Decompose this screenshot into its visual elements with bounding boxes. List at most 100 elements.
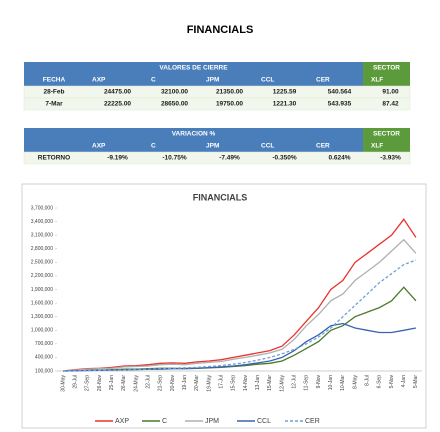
x-tick-label: 17-Jul <box>219 375 225 389</box>
legend-label: JPM <box>205 418 219 425</box>
x-tick-label: 19-May <box>206 375 212 392</box>
chart-title: FINANCIALS <box>193 192 248 202</box>
column-header: CER <box>316 143 330 150</box>
x-tick-label: 15-Sep <box>231 375 237 391</box>
cell: 21350.00 <box>216 89 243 96</box>
sector-label: SECTOR <box>373 65 400 72</box>
y-tick-label: 2,200,000 <box>31 273 53 279</box>
cell: 7-Mar <box>45 101 63 108</box>
x-tick-label: 26-Nov <box>97 375 103 392</box>
sector-band <box>363 128 410 140</box>
column-header: JPM <box>206 143 219 150</box>
x-tick-label: 8-Jul <box>365 375 371 386</box>
x-tick-label: 5-Mar <box>413 375 419 388</box>
cell: 32100.00 <box>161 89 188 96</box>
x-tick-label: 26-Mar <box>121 375 127 391</box>
cell: -3.93% <box>380 155 401 162</box>
column-header: XLF <box>371 143 383 150</box>
x-tick-label: 20-Nov <box>170 375 176 392</box>
column-band <box>24 140 363 152</box>
header-band <box>24 62 363 74</box>
cell: RETORNO <box>38 155 70 162</box>
table-title: VARIACION % <box>172 131 216 138</box>
x-tick-label: 10-Mar <box>340 375 346 391</box>
row-band <box>23 97 411 111</box>
x-tick-label: 8-May <box>352 375 358 389</box>
x-tick-label: 22-Jul <box>146 375 152 389</box>
row-band <box>23 151 411 165</box>
column-header: FECHA <box>43 77 66 84</box>
x-tick-label: 5-Nov <box>389 375 395 389</box>
cell: -10.75% <box>162 155 186 162</box>
legend-label: AXP <box>115 418 129 425</box>
column-header: AXP <box>92 143 106 150</box>
series-line <box>63 322 417 372</box>
cell: -0.350% <box>272 155 296 162</box>
series-line <box>63 286 417 372</box>
y-tick-label: 700,000 <box>35 341 53 347</box>
header-band <box>24 128 363 140</box>
column-header: C <box>151 143 156 150</box>
cell: 1225.59 <box>273 89 297 96</box>
legend-label: C <box>162 418 167 425</box>
chart-frame <box>21 183 427 429</box>
x-tick-label: 4-Jan <box>401 375 407 388</box>
x-tick-label: 10-Jan <box>328 375 334 391</box>
column-band <box>24 74 363 86</box>
y-tick-label: 3,100,000 <box>31 232 53 238</box>
cell: 87.42 <box>382 101 399 108</box>
y-tick-label: 2,500,000 <box>31 260 53 266</box>
x-tick-label: 12-May <box>279 375 285 392</box>
cell: 19750.00 <box>216 101 243 108</box>
table-title: VALORES DE CIERRE <box>159 65 228 72</box>
x-tick-label: 20-Mar <box>194 375 200 391</box>
cell: 28-Feb <box>44 89 65 96</box>
page-title: FINANCIALS <box>187 24 254 36</box>
series-line <box>63 218 417 372</box>
x-tick-label: 9-Nov <box>316 375 322 389</box>
cell: 22225.00 <box>104 101 131 108</box>
legend-label: CER <box>305 418 320 425</box>
column-header: CER <box>316 77 330 84</box>
cell: 543.935 <box>328 101 352 108</box>
y-tick-label: 3,700,000 <box>31 205 53 211</box>
x-tick-label: 30-May <box>60 375 66 392</box>
x-tick-label: 21-Sep <box>158 375 164 391</box>
cell: 540.564 <box>328 89 352 96</box>
y-tick-label: 3,400,000 <box>31 219 53 225</box>
y-tick-label: 1,300,000 <box>31 314 53 320</box>
x-tick-label: 15-Mar <box>267 375 273 391</box>
cell: -7.49% <box>219 155 240 162</box>
x-tick-label: 14-Nov <box>243 375 249 392</box>
sector-band <box>363 62 410 74</box>
y-tick-label: 2,800,000 <box>31 246 53 252</box>
y-tick-label: 400,000 <box>35 355 53 361</box>
x-tick-label: 6-Sep <box>377 375 383 389</box>
x-tick-label: 12-Jul <box>292 375 298 389</box>
cell: -9.19% <box>107 155 128 162</box>
series-line <box>63 259 417 372</box>
column-header: AXP <box>92 77 106 84</box>
x-tick-label: 25-Jan <box>109 375 115 391</box>
legend-label: CCL <box>257 418 271 425</box>
y-tick-label: 1,000,000 <box>31 328 53 334</box>
column-band-sector <box>363 74 410 86</box>
column-header: CCL <box>261 77 274 84</box>
sector-label: SECTOR <box>373 131 400 138</box>
cell: 28650.00 <box>161 101 188 108</box>
cell: 1221.30 <box>273 101 297 108</box>
cell: 0.624% <box>328 155 350 162</box>
column-header: CCL <box>261 143 274 150</box>
x-tick-label: 19-Jan <box>182 375 188 391</box>
x-tick-label: 27-Sep <box>85 375 91 391</box>
cell: 24475.00 <box>104 89 131 96</box>
column-header: XLF <box>371 77 383 84</box>
y-tick-label: 1,600,000 <box>31 300 53 306</box>
series-line <box>63 238 417 372</box>
y-tick-label: 1,900,000 <box>31 287 53 293</box>
x-tick-label: 11-Sep <box>304 375 310 391</box>
x-tick-label: 29-Jul <box>73 375 79 389</box>
column-header: C <box>151 77 156 84</box>
x-tick-label: 13-Jan <box>255 375 261 391</box>
y-tick-label: 100,000 <box>35 368 53 374</box>
